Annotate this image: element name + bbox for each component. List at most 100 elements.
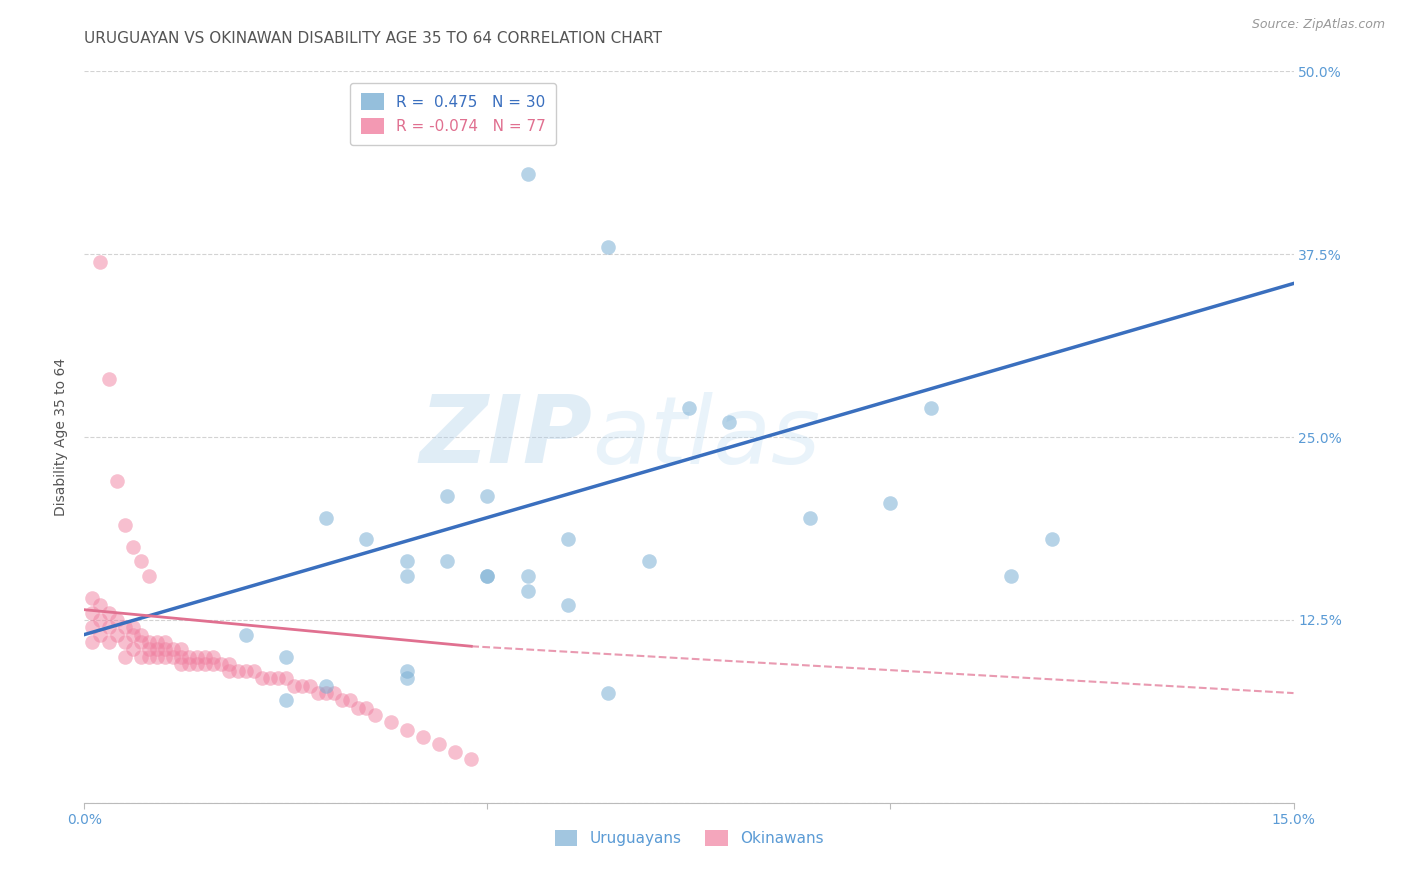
Point <box>209 657 232 671</box>
Point <box>89 599 111 613</box>
Point <box>356 700 378 714</box>
Point <box>315 686 337 700</box>
Point <box>598 686 620 700</box>
Point <box>202 649 225 664</box>
Text: ZIP: ZIP <box>419 391 592 483</box>
Point <box>129 554 152 568</box>
Point <box>516 583 538 598</box>
Point <box>186 657 208 671</box>
Point <box>395 723 418 737</box>
Point <box>412 730 434 744</box>
Point <box>315 679 337 693</box>
Point <box>153 649 176 664</box>
Point <box>235 627 257 641</box>
Point <box>283 679 305 693</box>
Point <box>162 649 184 664</box>
Point <box>477 569 499 583</box>
Point <box>105 474 128 488</box>
Point <box>179 649 201 664</box>
Point <box>121 540 143 554</box>
Point <box>105 613 128 627</box>
Point <box>82 620 104 634</box>
Point <box>146 642 169 657</box>
Point <box>114 635 136 649</box>
Point <box>97 620 120 634</box>
Point <box>170 649 193 664</box>
Point <box>557 599 579 613</box>
Point <box>799 510 821 524</box>
Point <box>129 627 152 641</box>
Point <box>395 569 418 583</box>
Point <box>330 693 353 707</box>
Point <box>356 533 378 547</box>
Point <box>153 642 176 657</box>
Point <box>427 737 450 751</box>
Point <box>1040 533 1063 547</box>
Point <box>598 240 620 254</box>
Point <box>138 569 160 583</box>
Point <box>82 591 104 605</box>
Point <box>235 664 257 678</box>
Text: atlas: atlas <box>592 392 821 483</box>
Point <box>307 686 329 700</box>
Point <box>226 664 249 678</box>
Point <box>242 664 264 678</box>
Point <box>121 620 143 634</box>
Point <box>138 635 160 649</box>
Point <box>637 554 659 568</box>
Point <box>121 642 143 657</box>
Point <box>274 693 297 707</box>
Point <box>274 649 297 664</box>
Point <box>267 672 290 686</box>
Point <box>186 649 208 664</box>
Point <box>460 752 482 766</box>
Point <box>129 635 152 649</box>
Point <box>380 715 402 730</box>
Point <box>218 664 240 678</box>
Point <box>97 371 120 385</box>
Point <box>436 554 458 568</box>
Point <box>105 627 128 641</box>
Point <box>250 672 273 686</box>
Point <box>89 627 111 641</box>
Point <box>395 554 418 568</box>
Point <box>879 496 901 510</box>
Point <box>516 167 538 181</box>
Point <box>82 635 104 649</box>
Point <box>153 635 176 649</box>
Legend: Uruguayans, Okinawans: Uruguayans, Okinawans <box>547 822 831 854</box>
Point <box>129 649 152 664</box>
Point <box>179 657 201 671</box>
Point <box>291 679 314 693</box>
Point <box>315 510 337 524</box>
Point <box>274 672 297 686</box>
Point <box>82 606 104 620</box>
Point <box>114 517 136 532</box>
Point <box>477 489 499 503</box>
Y-axis label: Disability Age 35 to 64: Disability Age 35 to 64 <box>55 358 69 516</box>
Point <box>436 489 458 503</box>
Point <box>395 672 418 686</box>
Point <box>138 649 160 664</box>
Point <box>444 745 467 759</box>
Point <box>89 613 111 627</box>
Text: URUGUAYAN VS OKINAWAN DISABILITY AGE 35 TO 64 CORRELATION CHART: URUGUAYAN VS OKINAWAN DISABILITY AGE 35 … <box>84 31 662 46</box>
Point <box>477 569 499 583</box>
Point <box>363 708 385 723</box>
Point <box>89 254 111 268</box>
Point <box>678 401 700 415</box>
Point <box>121 627 143 641</box>
Point <box>339 693 361 707</box>
Text: Source: ZipAtlas.com: Source: ZipAtlas.com <box>1251 18 1385 31</box>
Point <box>146 635 169 649</box>
Point <box>194 657 217 671</box>
Point <box>347 700 370 714</box>
Point <box>516 569 538 583</box>
Point <box>718 416 741 430</box>
Point <box>299 679 322 693</box>
Point <box>202 657 225 671</box>
Point <box>557 533 579 547</box>
Point <box>97 635 120 649</box>
Point <box>218 657 240 671</box>
Point <box>170 657 193 671</box>
